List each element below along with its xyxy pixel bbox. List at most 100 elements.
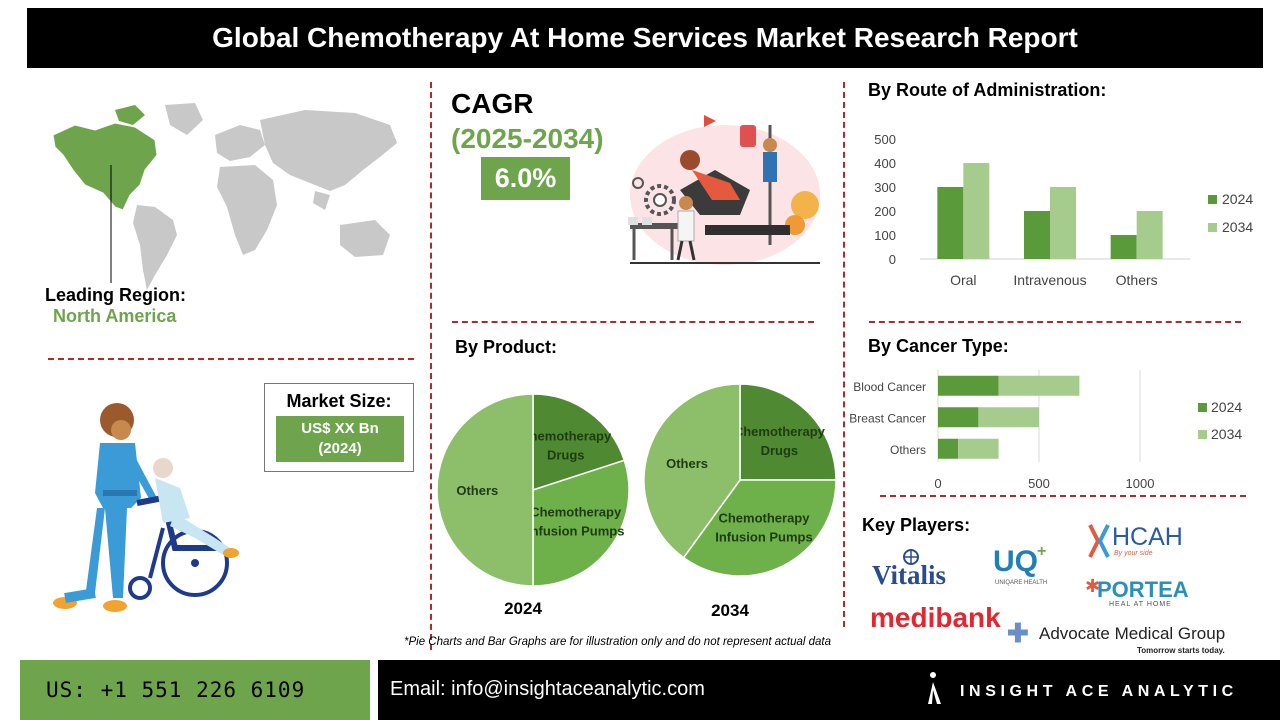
pie-label: Chemotherapy: [520, 428, 612, 443]
market-size-value: US$ XX Bn: [301, 420, 379, 437]
route-y-tick: 200: [874, 204, 896, 219]
market-size-value-box: US$ XX Bn (2024): [276, 416, 404, 462]
pie-label: Chemotherapy: [718, 511, 810, 526]
cancer-y-tick: Others: [890, 443, 926, 457]
chemotherapy-illustration: [628, 115, 820, 265]
cancer-chart-title: By Cancer Type:: [868, 336, 1009, 356]
pie-slice: [436, 393, 534, 587]
route-x-tick: Oral: [950, 272, 976, 288]
caregiver-illustration: [53, 403, 239, 612]
leading-region-label: Leading Region:: [45, 285, 186, 305]
route-legend-label: 2034: [1222, 219, 1253, 235]
disclaimer: *Pie Charts and Bar Graphs are for illus…: [404, 636, 832, 648]
portea-sub: HEAL AT HOME: [1109, 601, 1172, 608]
pie-label: Drugs: [547, 447, 585, 462]
route-bar-2024: [1024, 211, 1050, 259]
pie-label: Drugs: [761, 443, 799, 458]
uniqare-plus-icon: +: [1037, 543, 1047, 560]
portea-icon: ✱: [1085, 576, 1101, 596]
pie-label: Infusion Pumps: [527, 524, 625, 539]
route-chart-title: By Route of Administration:: [868, 80, 1107, 100]
footer-email-bar: [378, 660, 1280, 720]
market-size-box: [264, 383, 414, 472]
cancer-y-tick: Blood Cancer: [853, 380, 926, 394]
cancer-legend-swatch: [1198, 403, 1207, 412]
pie-label: Chemotherapy: [734, 424, 826, 439]
cagr-value: 6.0%: [494, 163, 557, 193]
route-bar-2024: [937, 187, 964, 259]
divider-left: [430, 82, 432, 650]
leading-region-value: North America: [53, 306, 177, 326]
cancer-bar-2024: [938, 438, 959, 459]
vitalis-logo: Vitalis: [872, 548, 967, 590]
map-north-america: [52, 122, 158, 211]
pie-label: Others: [666, 456, 708, 471]
world-map: [52, 103, 397, 290]
cancer-y-tick: Breast Cancer: [849, 411, 926, 425]
cancer-bar-2034: [958, 438, 999, 459]
pie-slice: [682, 479, 837, 577]
portea-logo: ✱ PORTEA HEAL AT HOME: [1085, 576, 1197, 612]
route-y-tick: 500: [874, 132, 896, 147]
vitalis-icon: [903, 549, 919, 565]
pie-year-label: 2024: [504, 599, 542, 618]
divider-region: [48, 358, 414, 360]
medibank-logo: medibank: [870, 602, 1001, 633]
page-title: Global Chemotherapy At Home Services Mar…: [212, 22, 1078, 53]
pie-year-label: 2034: [711, 601, 749, 620]
cagr-value-box: 6.0%: [481, 157, 570, 200]
pie-label: Others: [456, 483, 498, 498]
footer-phone: US: +1 551 226 6109: [20, 660, 370, 720]
route-legend-swatch: [1208, 195, 1217, 204]
route-legend-swatch: [1208, 223, 1217, 232]
cancer-bar-2024: [938, 375, 999, 396]
phone-text: US: +1 551 226 6109: [46, 678, 306, 702]
vitalis-name: Vitalis: [872, 560, 946, 590]
brand-name: INSIGHT ACE ANALYTIC: [960, 683, 1238, 700]
cagr-label: CAGR: [451, 88, 534, 119]
cancer-bar-chart: 0 500 1000 Blood Cancer Breast Cancer Others 2…: [849, 370, 1242, 491]
market-size-label: Market Size:: [286, 391, 392, 411]
route-x-tick: Others: [1116, 272, 1158, 288]
route-bar-2034: [963, 163, 990, 259]
pie-slice: [532, 393, 626, 492]
hcah-icon: [1088, 524, 1110, 558]
uniqare-sub: UNIQARE HEALTH: [995, 580, 1048, 586]
pie-slice: [739, 383, 837, 481]
key-players-title: Key Players:: [862, 515, 971, 535]
advocate-name: Advocate Medical Group: [1039, 624, 1226, 643]
cancer-legend-swatch: [1198, 430, 1207, 439]
divider-right: [843, 82, 845, 627]
cancer-x-tick: 1000: [1126, 476, 1155, 491]
route-bar-2024: [1110, 235, 1137, 259]
email-text: Email: info@insightaceanalytic.com: [390, 678, 705, 700]
pie-slice: [532, 459, 630, 587]
pie-label: Chemotherapy: [530, 505, 622, 520]
uniqare-mark: UQ: [993, 545, 1038, 578]
hcah-sub: By your side: [1114, 550, 1153, 557]
cancer-x-tick: 0: [934, 476, 941, 491]
route-y-tick: 0: [889, 252, 896, 267]
route-bar-2034: [1050, 187, 1076, 259]
advocate-sub: Tomorrow starts today.: [1137, 646, 1225, 655]
cancer-x-tick: 500: [1028, 476, 1050, 491]
route-y-tick: 400: [874, 156, 896, 171]
cancer-bar-2034: [978, 407, 1039, 428]
divider-cagr: [452, 321, 814, 323]
cancer-legend-label: 2034: [1211, 426, 1242, 442]
advocate-logo: ✚ Advocate Medical Group Tomorrow starts…: [1007, 618, 1247, 660]
portea-name: PORTEA: [1097, 577, 1189, 602]
pie-slice: [643, 383, 741, 559]
brand-icon: [928, 672, 941, 704]
route-y-tick: 300: [874, 180, 896, 195]
route-legend-label: 2024: [1222, 191, 1253, 207]
cancer-legend-label: 2024: [1211, 399, 1242, 415]
divider-route: [869, 321, 1241, 323]
pie-label: Infusion Pumps: [715, 530, 813, 545]
divider-cancer: [880, 495, 1246, 497]
product-pie-charts: Chemotherapy Drugs Chemotherapy Infusion Pu…: [436, 383, 837, 620]
hcah-logo: HCAH By your side: [1088, 519, 1218, 565]
uniqare-logo: UQ + UNIQARE HEALTH: [993, 543, 1055, 593]
route-bar-chart: 0 100 200 300 400 500 Oral Intravenous Others 202…: [874, 132, 1253, 288]
route-y-tick: 100: [874, 228, 896, 243]
